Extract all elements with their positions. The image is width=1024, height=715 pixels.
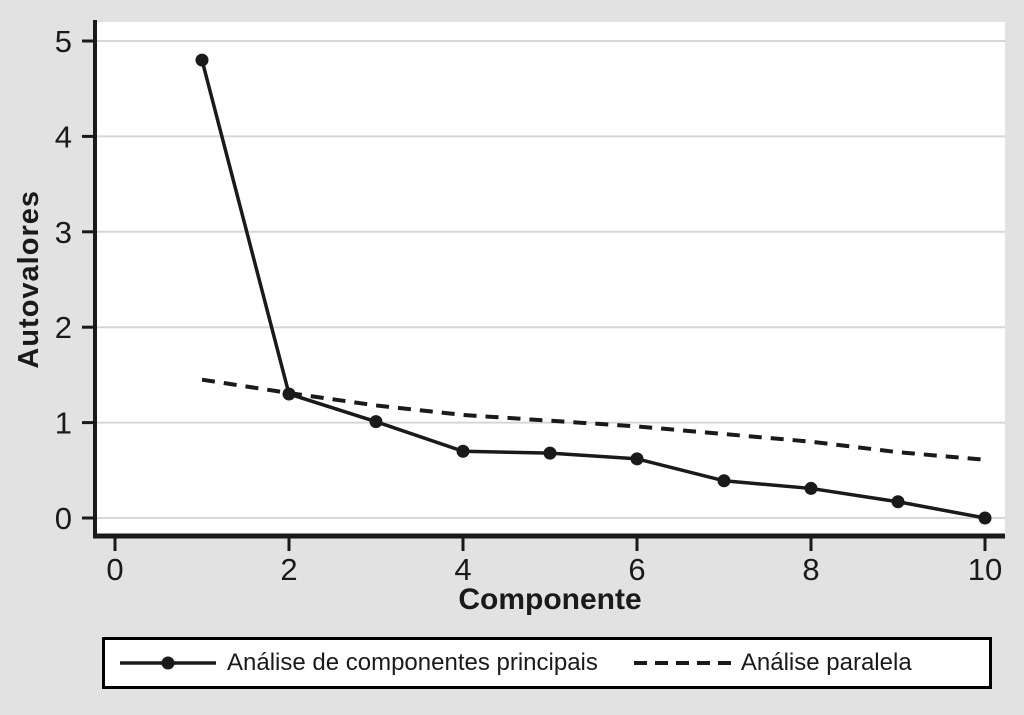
x-tick-label: 4 (454, 552, 471, 587)
y-axis-title-wrap: Autovalores (6, 22, 52, 536)
x-tick-label: 8 (802, 552, 819, 587)
pca-marker (543, 446, 557, 460)
y-tick-label: 0 (55, 501, 72, 536)
legend-label-parallel: Análise paralela (740, 649, 912, 676)
pca-marker (282, 387, 296, 401)
legend-item-parallel: Análise paralela (632, 649, 912, 677)
pca-marker (630, 452, 644, 466)
x-tick-label: 6 (628, 552, 645, 587)
pca-marker (891, 495, 905, 509)
pca-marker (804, 481, 818, 495)
pca-line (200, 59, 986, 520)
x-axis-title: Componente (458, 583, 642, 616)
y-tick-label: 3 (55, 215, 72, 250)
pca-marker (717, 474, 731, 488)
y-axis-title: Autovalores (12, 189, 45, 369)
dashed-line-sample (633, 661, 732, 665)
y-tick-label: 5 (55, 24, 72, 59)
legend-label-pca: Análise de componentes principais (227, 649, 598, 676)
legend: Análise de componentes principais Anális… (102, 637, 992, 689)
pca-marker (369, 415, 383, 429)
x-tick-label: 2 (280, 552, 297, 587)
y-tick-label: 1 (55, 406, 72, 441)
pca-marker (978, 511, 992, 525)
y-tick-label: 2 (55, 310, 72, 345)
y-tick-label: 4 (55, 119, 72, 154)
pca-marker (456, 444, 470, 458)
x-tick-label: 10 (968, 552, 1002, 587)
legend-item-pca: Análise de componentes principais (118, 649, 598, 677)
solid-line-with-marker-sample (120, 656, 216, 670)
x-tick-label: 0 (106, 552, 123, 587)
pca-marker (195, 53, 209, 67)
